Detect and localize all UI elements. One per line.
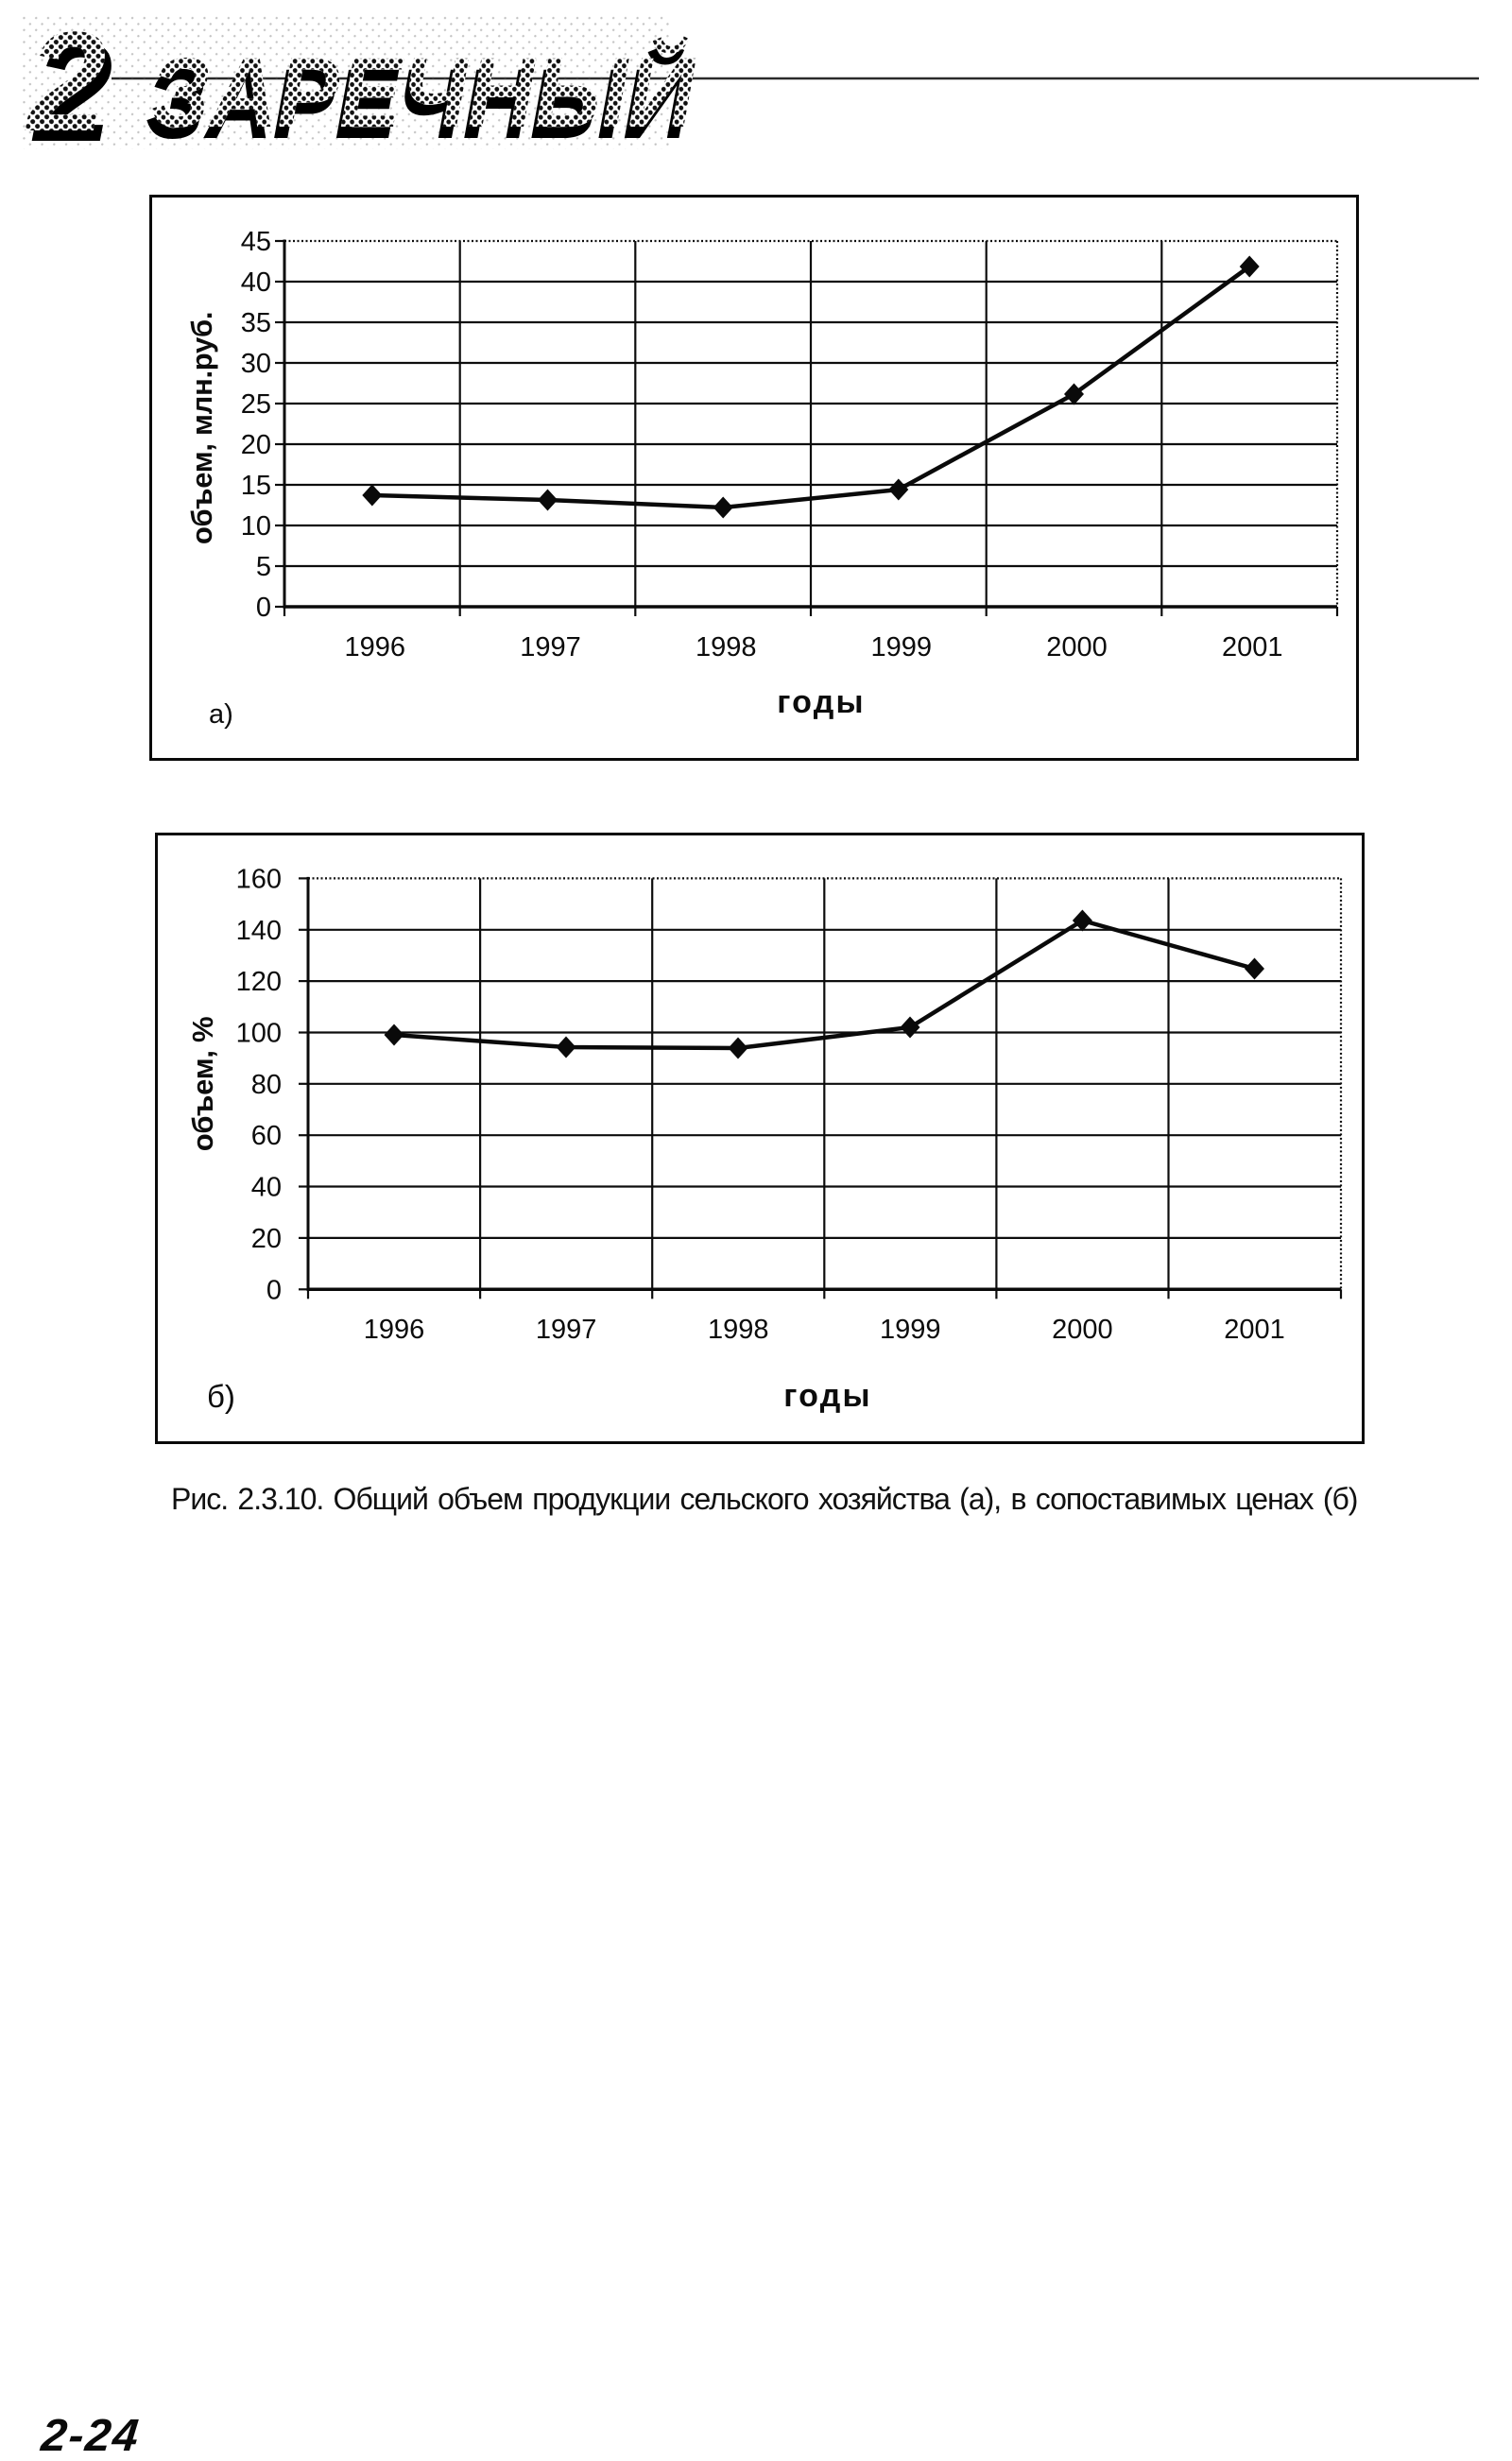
- svg-text:20: 20: [241, 430, 271, 460]
- svg-text:160: 160: [236, 864, 282, 894]
- svg-text:1998: 1998: [708, 1315, 769, 1345]
- svg-text:объем, %: объем, %: [186, 1017, 219, 1151]
- svg-text:объем, млн.руб.: объем, млн.руб.: [185, 312, 218, 544]
- svg-text:1998: 1998: [696, 632, 757, 663]
- svg-text:40: 40: [241, 267, 271, 298]
- svg-text:30: 30: [241, 349, 271, 379]
- svg-text:годы: годы: [783, 1378, 871, 1414]
- svg-text:0: 0: [266, 1275, 282, 1305]
- svg-text:140: 140: [236, 916, 282, 946]
- svg-text:100: 100: [236, 1019, 282, 1049]
- svg-text:б): б): [207, 1379, 235, 1414]
- svg-text:2: 2: [25, 2, 106, 161]
- svg-text:1996: 1996: [364, 1315, 425, 1345]
- svg-text:ЗАРЕЧНЫЙ: ЗАРЕЧНЫЙ: [150, 35, 696, 148]
- svg-text:1997: 1997: [520, 632, 581, 663]
- svg-text:2000: 2000: [1046, 632, 1108, 663]
- svg-text:1997: 1997: [536, 1315, 597, 1345]
- svg-text:ЗАРЕЧНЫЙ: ЗАРЕЧНЫЙ: [146, 46, 692, 160]
- svg-text:годы: годы: [777, 684, 865, 720]
- svg-text:2: 2: [31, 12, 112, 171]
- svg-text:ЗАРЕЧНЫЙ: ЗАРЕЧНЫЙ: [150, 35, 696, 148]
- svg-text:20: 20: [251, 1224, 282, 1254]
- svg-text:а): а): [209, 699, 233, 730]
- svg-text:40: 40: [251, 1173, 282, 1203]
- svg-text:2001: 2001: [1224, 1315, 1285, 1345]
- svg-text:1996: 1996: [345, 632, 406, 663]
- svg-text:1999: 1999: [871, 632, 933, 663]
- svg-text:45: 45: [241, 227, 271, 257]
- svg-text:25: 25: [241, 389, 271, 420]
- svg-text:0: 0: [256, 593, 271, 623]
- svg-text:2001: 2001: [1222, 632, 1283, 663]
- svg-text:60: 60: [251, 1121, 282, 1151]
- svg-text:10: 10: [241, 511, 271, 542]
- svg-text:35: 35: [241, 308, 271, 338]
- svg-text:5: 5: [256, 552, 271, 582]
- svg-text:15: 15: [241, 471, 271, 501]
- svg-text:1999: 1999: [880, 1315, 941, 1345]
- svg-text:2: 2: [25, 2, 106, 161]
- svg-text:120: 120: [236, 967, 282, 997]
- svg-text:80: 80: [251, 1070, 282, 1100]
- svg-text:2000: 2000: [1052, 1315, 1113, 1345]
